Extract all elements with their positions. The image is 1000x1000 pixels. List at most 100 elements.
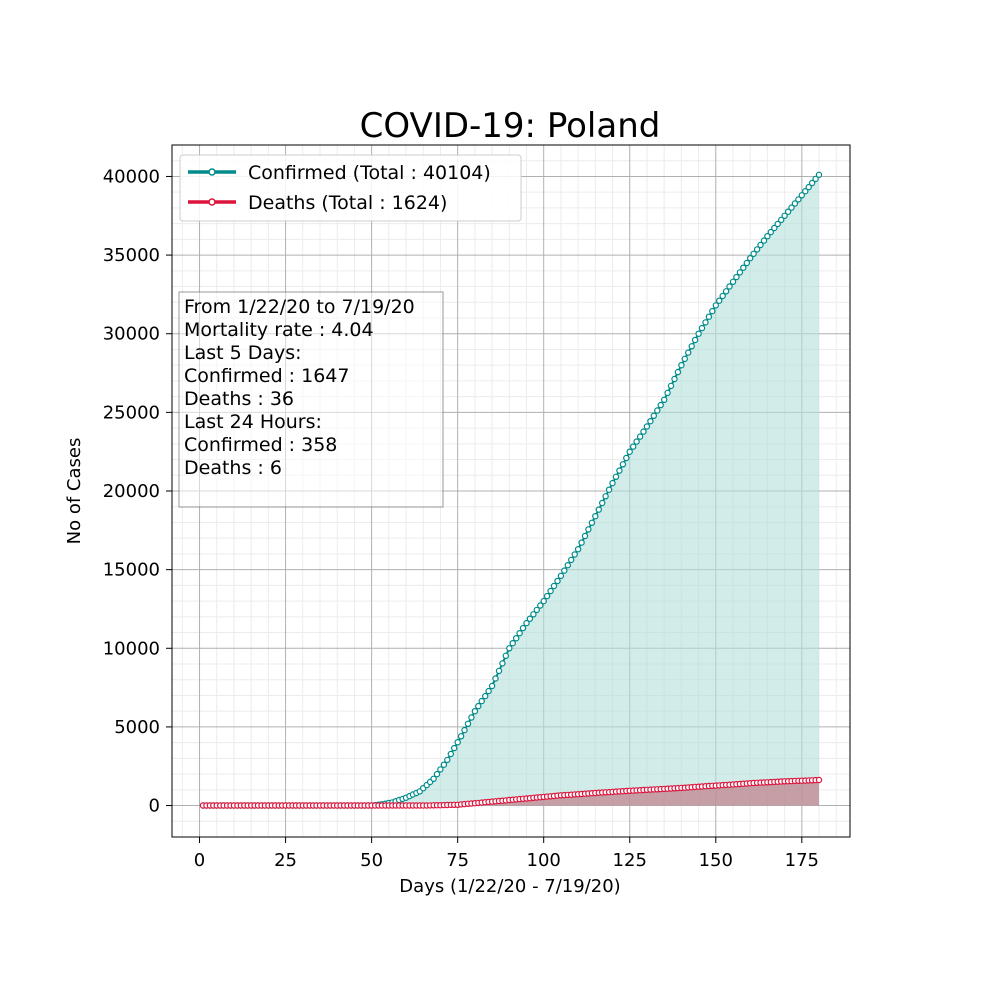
x-tick-label: 150 [699,850,733,871]
point-confirmed [788,204,795,211]
legend-label-confirmed: Confirmed (Total : 40104) [248,162,491,184]
y-axis-ticks: 0 5000 10000 15000 20000 25000 30000 35000 40000 [103,166,172,817]
point-confirmed [557,572,565,580]
point-confirmed [451,744,458,752]
info-last-5-days-confirmed: Confirmed : 1647 [184,365,349,387]
point-confirmed [568,556,575,564]
point-confirmed [795,196,802,203]
point-confirmed [499,660,506,667]
point-confirmed [705,313,713,320]
point-confirmed [678,362,685,369]
point-confirmed [774,220,781,228]
info-last-5-days-heading: Last 5 Days: [184,342,302,364]
point-confirmed [712,302,720,309]
point-confirmed [781,212,788,219]
point-confirmed [630,443,637,450]
x-tick-label: 75 [446,850,469,871]
point-confirmed [537,602,544,609]
info-last-5-days-deaths: Deaths : 36 [184,388,294,410]
series-markers [199,171,823,809]
point-confirmed [667,382,675,390]
info-last-24h-confirmed: Confirmed : 358 [184,434,337,456]
point-confirmed [726,283,733,290]
point-confirmed [702,319,709,326]
point-confirmed [643,423,651,430]
point-confirmed [543,592,551,600]
point-confirmed [440,761,448,768]
point-confirmed [691,336,699,344]
point-confirmed [533,606,541,614]
point-confirmed [623,454,630,462]
point-confirmed [526,615,534,622]
point-confirmed [791,200,799,207]
point-confirmed [464,720,472,728]
point-confirmed [681,355,689,363]
point-confirmed [619,461,627,468]
x-tick-label: 125 [613,850,647,871]
point-confirmed [495,667,503,675]
point-confirmed [733,273,740,281]
y-tick-label: 40000 [103,166,160,187]
y-tick-label: 20000 [103,481,160,502]
point-confirmed [805,183,812,191]
y-tick-label: 10000 [103,638,160,659]
point-confirmed [602,493,609,500]
point-confirmed [674,368,682,376]
info-mortality-rate: Mortality rate : 4.04 [184,319,374,341]
point-confirmed [740,264,747,271]
point-confirmed [506,645,513,652]
point-confirmed [468,714,475,721]
point-confirmed [661,396,668,403]
point-deaths [815,776,823,784]
point-confirmed [471,708,479,715]
legend-box [179,154,522,222]
y-axis-label: No of Cases [64,438,85,545]
x-tick-label: 175 [785,850,819,871]
point-confirmed [671,375,678,383]
point-confirmed [492,675,499,682]
point-confirmed [767,228,775,236]
point-confirmed [688,343,695,350]
y-tick-label: 25000 [103,402,160,423]
point-confirmed [757,241,764,249]
point-confirmed [488,682,496,690]
point-confirmed [636,433,644,440]
point-confirmed [430,775,437,783]
point-confirmed [798,192,806,199]
point-confirmed [802,187,809,195]
x-tick-label: 50 [360,850,383,871]
point-confirmed [605,486,613,493]
point-confirmed [729,278,737,285]
info-box-frame [178,291,444,508]
x-axis-ticks: 0 25 50 75 100 125 150 175 [194,837,819,871]
point-confirmed [654,407,661,414]
point-confirmed [578,539,585,546]
point-confirmed [764,232,771,240]
x-axis-label: Days (1/22/20 - 7/19/20) [399,876,620,897]
legend: Confirmed (Total : 40104) Deaths (Total … [179,154,522,222]
point-confirmed [530,611,537,618]
point-confirmed [523,619,530,627]
point-confirmed [771,224,778,232]
point-confirmed [454,739,461,746]
point-confirmed [595,506,603,513]
point-confirmed [750,250,757,257]
point-confirmed [554,577,561,585]
info-date-range: From 1/22/20 to 7/19/20 [184,296,415,318]
point-confirmed [760,237,768,244]
chart-title: COVID-19: Poland [360,106,661,146]
point-confirmed [437,766,444,773]
point-confirmed [433,770,441,778]
area-confirmed [203,174,819,806]
point-confirmed [722,288,730,295]
point-confirmed [716,297,723,304]
y-tick-label: 0 [149,796,160,817]
point-confirmed [685,349,692,356]
point-confirmed [695,330,702,337]
point-confirmed [513,635,520,642]
point-confirmed [574,546,582,553]
point-confirmed [778,216,785,224]
point-confirmed [519,624,527,632]
point-confirmed [516,630,523,637]
